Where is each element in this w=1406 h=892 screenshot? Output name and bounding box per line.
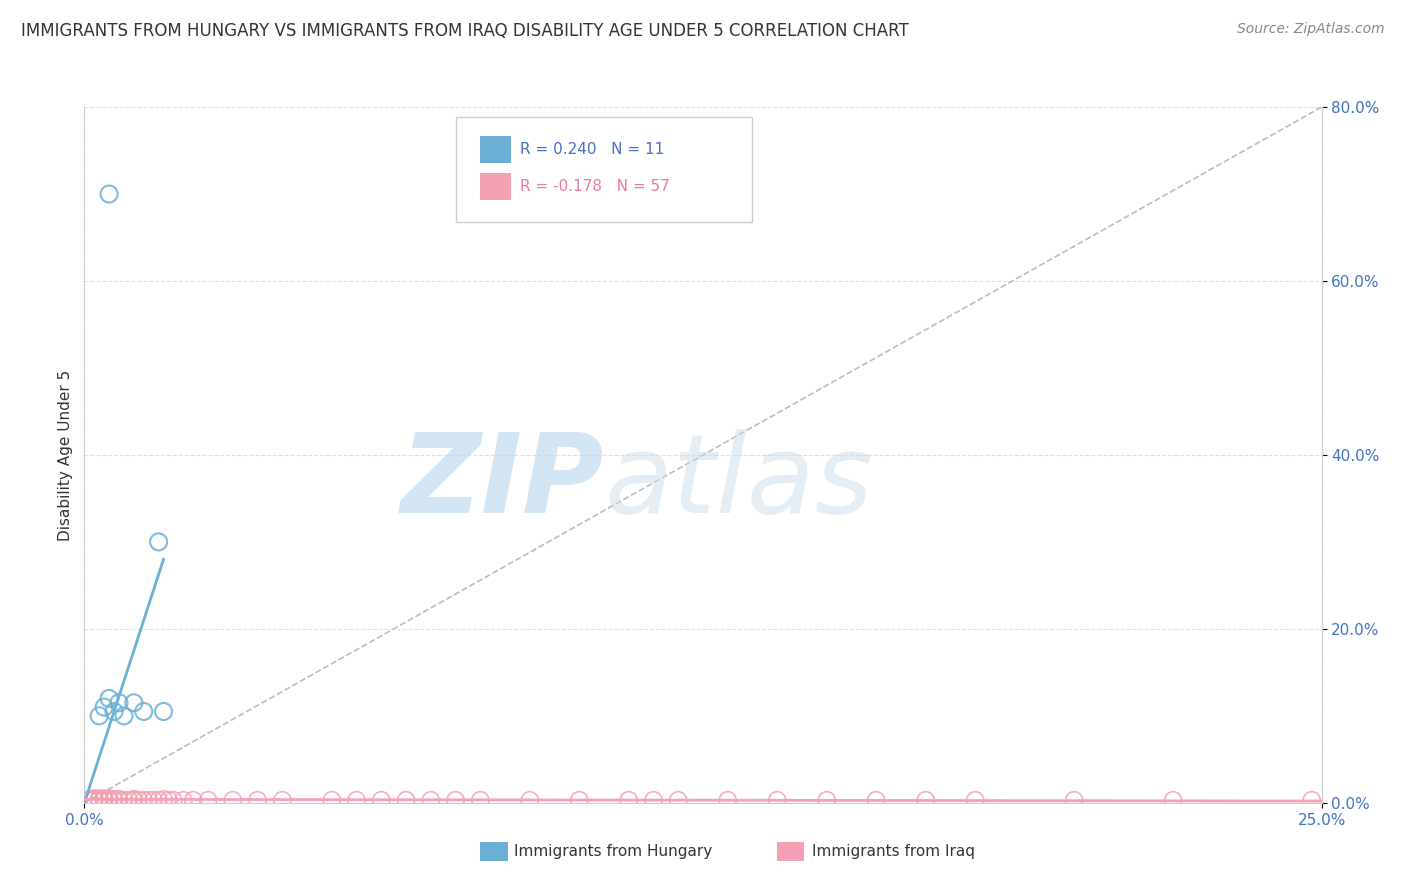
Point (122, 696, 145, 710)
Point (108, 793, 131, 807)
Point (128, 793, 150, 807)
Point (93, 793, 115, 807)
Point (98, 793, 121, 807)
Point (93, 700, 115, 714)
Point (172, 793, 194, 807)
FancyBboxPatch shape (456, 118, 752, 222)
Point (142, 793, 165, 807)
Point (89, 793, 111, 807)
Point (470, 793, 492, 807)
Point (222, 793, 245, 807)
Point (138, 793, 160, 807)
Text: Source: ZipAtlas.com: Source: ZipAtlas.com (1237, 22, 1385, 37)
Point (519, 793, 541, 807)
Point (148, 534, 170, 549)
Point (181, 793, 204, 807)
Bar (481, 842, 508, 862)
Point (197, 793, 219, 807)
Point (1301, 793, 1323, 807)
Point (132, 705, 155, 719)
Point (617, 793, 640, 807)
Text: IMMIGRANTS FROM HUNGARY VS IMMIGRANTS FROM IRAQ DISABILITY AGE UNDER 5 CORRELATI: IMMIGRANTS FROM HUNGARY VS IMMIGRANTS FR… (21, 22, 908, 40)
Text: R = 0.240   N = 11: R = 0.240 N = 11 (520, 142, 664, 157)
Point (98, 187, 121, 202)
Point (103, 705, 125, 719)
Bar (778, 842, 804, 862)
Point (132, 793, 155, 807)
Point (568, 793, 591, 807)
Point (271, 793, 294, 807)
Text: R = -0.178   N = 57: R = -0.178 N = 57 (520, 179, 669, 194)
Point (79, 793, 101, 807)
Point (717, 793, 740, 807)
Point (103, 792, 125, 806)
Point (666, 793, 689, 807)
Text: atlas: atlas (605, 429, 873, 536)
Point (79, 792, 101, 806)
Point (148, 793, 170, 807)
Point (246, 793, 269, 807)
Point (108, 696, 131, 710)
Point (112, 793, 135, 807)
Point (108, 792, 131, 806)
Point (965, 793, 987, 807)
Point (815, 793, 838, 807)
Point (89, 792, 111, 806)
Point (98, 791, 121, 805)
Point (89, 791, 111, 805)
Point (98, 792, 121, 806)
Point (112, 708, 135, 723)
Point (643, 793, 665, 807)
Point (122, 793, 145, 807)
Point (83, 792, 105, 806)
Point (83, 791, 105, 805)
Point (93, 791, 115, 805)
Point (370, 793, 392, 807)
Text: Immigrants from Iraq: Immigrants from Iraq (811, 844, 974, 859)
Point (444, 793, 467, 807)
Bar (481, 136, 512, 162)
Point (346, 793, 368, 807)
Point (914, 793, 936, 807)
Point (103, 793, 125, 807)
Text: ZIP: ZIP (401, 429, 605, 536)
Point (766, 793, 789, 807)
Text: Immigrants from Hungary: Immigrants from Hungary (513, 844, 711, 859)
Point (162, 793, 184, 807)
Point (98, 691, 121, 706)
Point (321, 793, 343, 807)
Point (1063, 793, 1085, 807)
Point (122, 792, 145, 806)
Point (152, 792, 174, 806)
Point (395, 793, 418, 807)
Point (89, 708, 111, 723)
Point (93, 792, 115, 806)
Point (157, 793, 180, 807)
Bar (481, 173, 512, 200)
Point (118, 793, 141, 807)
Point (152, 705, 174, 719)
Y-axis label: Disability Age Under 5: Disability Age Under 5 (58, 369, 73, 541)
Point (83, 793, 105, 807)
Point (419, 793, 441, 807)
Point (1161, 793, 1184, 807)
Point (865, 793, 887, 807)
